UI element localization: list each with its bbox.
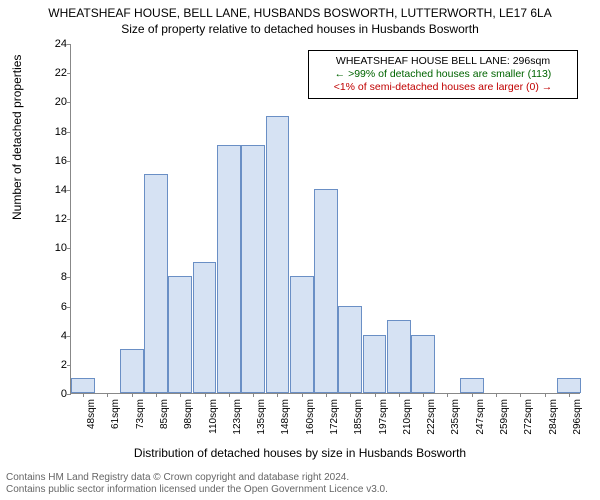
legend-box: WHEATSHEAF HOUSE BELL LANE: 296sqm ← >99… [308,50,578,99]
chart-title: WHEATSHEAF HOUSE, BELL LANE, HUSBANDS BO… [0,0,600,20]
histogram-bar [411,335,435,393]
y-tick-label: 18 [39,126,67,138]
y-tick-label: 10 [39,242,67,254]
histogram-bar [193,262,217,393]
y-tick-label: 8 [39,271,67,283]
x-tick-label: 73sqm [135,399,146,429]
y-tick-mark [67,44,71,45]
x-tick-label: 85sqm [159,399,170,429]
histogram-bar [120,349,144,393]
x-tick-label: 272sqm [523,399,534,435]
y-tick-mark [67,161,71,162]
histogram-bar [387,320,411,393]
histogram-bar [241,145,265,393]
histogram-bar [338,306,362,394]
x-tick-label: 185sqm [353,399,364,435]
y-tick-mark [67,190,71,191]
x-tick-mark [350,393,351,397]
y-tick-label: 2 [39,359,67,371]
x-tick-mark [545,393,546,397]
x-axis-label: Distribution of detached houses by size … [0,446,600,460]
x-tick-label: 222sqm [426,399,437,435]
histogram-bar [314,189,338,393]
y-tick-label: 16 [39,155,67,167]
y-tick-label: 4 [39,330,67,342]
x-tick-mark [253,393,254,397]
footer-line-1: Contains HM Land Registry data © Crown c… [6,472,388,484]
x-tick-label: 197sqm [378,399,389,435]
y-tick-label: 24 [39,38,67,50]
x-tick-label: 123sqm [232,399,243,435]
x-tick-mark [326,393,327,397]
y-tick-mark [67,365,71,366]
x-tick-mark [520,393,521,397]
x-tick-mark [205,393,206,397]
x-tick-mark [472,393,473,397]
x-tick-mark [375,393,376,397]
x-tick-mark [156,393,157,397]
histogram-bar [557,378,581,393]
y-tick-mark [67,248,71,249]
y-tick-mark [67,394,71,395]
x-tick-label: 48sqm [86,399,97,429]
x-tick-label: 98sqm [183,399,194,429]
x-tick-label: 210sqm [402,399,413,435]
x-tick-label: 296sqm [572,399,583,435]
x-tick-mark [569,393,570,397]
x-tick-mark [496,393,497,397]
x-tick-mark [180,393,181,397]
x-tick-label: 259sqm [499,399,510,435]
histogram-bar [363,335,387,393]
x-tick-label: 160sqm [305,399,316,435]
x-tick-label: 247sqm [475,399,486,435]
x-tick-mark [447,393,448,397]
histogram-bar [290,276,314,393]
x-tick-mark [107,393,108,397]
y-tick-mark [67,219,71,220]
y-tick-label: 22 [39,67,67,79]
chart-subtitle: Size of property relative to detached ho… [0,20,600,36]
legend-line-2: ← >99% of detached houses are smaller (1… [315,68,571,81]
x-tick-label: 284sqm [548,399,559,435]
y-tick-label: 12 [39,213,67,225]
y-tick-mark [67,336,71,337]
x-tick-mark [423,393,424,397]
y-tick-label: 6 [39,301,67,313]
histogram-bar [144,174,168,393]
x-tick-mark [277,393,278,397]
x-tick-label: 235sqm [450,399,461,435]
legend-line-3: <1% of semi-detached houses are larger (… [315,81,571,94]
histogram-bar [71,378,95,393]
x-tick-label: 172sqm [329,399,340,435]
y-tick-mark [67,132,71,133]
x-tick-mark [399,393,400,397]
x-tick-mark [229,393,230,397]
y-tick-mark [67,307,71,308]
footer-line-2: Contains public sector information licen… [6,484,388,496]
y-tick-mark [67,102,71,103]
x-tick-label: 110sqm [208,399,219,434]
footer-attribution: Contains HM Land Registry data © Crown c… [6,472,388,496]
histogram-bar [217,145,241,393]
y-tick-mark [67,277,71,278]
y-tick-label: 14 [39,184,67,196]
y-axis-label: Number of detached properties [10,55,24,220]
x-tick-label: 148sqm [280,399,291,435]
x-tick-mark [302,393,303,397]
x-tick-mark [132,393,133,397]
y-tick-label: 20 [39,96,67,108]
legend-line-1: WHEATSHEAF HOUSE BELL LANE: 296sqm [315,55,571,68]
histogram-bar [168,276,192,393]
histogram-bar [460,378,484,393]
y-tick-label: 0 [39,388,67,400]
x-tick-label: 61sqm [110,399,121,429]
y-tick-mark [67,73,71,74]
x-tick-label: 135sqm [256,399,267,435]
x-tick-mark [83,393,84,397]
histogram-bar [266,116,290,393]
